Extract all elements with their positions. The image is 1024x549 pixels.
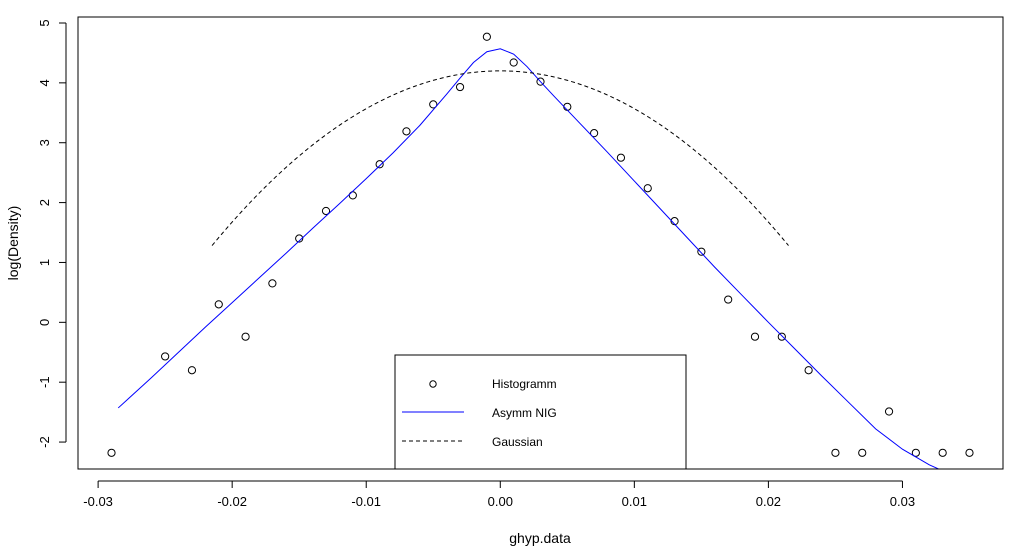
x-tick-label: 0.00 (488, 494, 513, 509)
y-axis-label: log(Density) (5, 206, 21, 281)
data-point (268, 279, 277, 288)
data-point (187, 366, 197, 375)
data-point (536, 77, 545, 86)
data-point (831, 448, 840, 457)
data-point (965, 448, 974, 457)
data-point (884, 407, 894, 416)
data-point (938, 448, 947, 457)
data-point (295, 234, 304, 243)
legend: Histogramm Asymm NIG Gaussian (394, 354, 687, 470)
data-point (590, 129, 599, 138)
data-point (161, 352, 170, 361)
data-point (321, 206, 331, 216)
y-axis: -2 -1 0 1 2 3 4 5 (37, 19, 67, 448)
data-point (643, 184, 652, 193)
data-point (858, 448, 867, 457)
x-tick-label: -0.03 (83, 494, 113, 509)
x-tick-label: -0.02 (217, 494, 247, 509)
y-tick-label: 0 (37, 319, 52, 326)
data-point (911, 448, 920, 457)
data-point (482, 32, 491, 41)
plot-marks (107, 32, 974, 469)
data-point (107, 448, 116, 457)
x-axis: -0.03 -0.02 -0.01 0.00 0.01 0.02 0.03 (83, 480, 915, 509)
data-point (241, 332, 250, 341)
data-point (455, 82, 465, 92)
data-point (429, 100, 438, 109)
data-point (214, 300, 223, 309)
data-point (375, 160, 384, 169)
x-tick-label: 0.01 (622, 494, 647, 509)
plot-area (107, 32, 974, 469)
data-point (777, 332, 786, 341)
data-point (402, 127, 411, 136)
y-tick-label: 2 (37, 199, 52, 206)
data-point (697, 247, 706, 256)
data-point (348, 191, 357, 200)
y-tick-label: -2 (37, 436, 52, 448)
x-axis-label: ghyp.data (509, 530, 571, 546)
data-point (804, 366, 813, 375)
legend-point-marker (429, 380, 437, 388)
data-point (724, 295, 733, 304)
y-tick-label: 4 (37, 79, 52, 86)
y-tick-label: 3 (37, 139, 52, 146)
legend-label-asymm-nig: Asymm NIG (492, 406, 557, 420)
legend-label-histogramm: Histogramm (492, 377, 557, 391)
y-tick-label: -1 (37, 376, 52, 388)
data-point (616, 153, 626, 162)
y-tick-label: 1 (37, 259, 52, 266)
y-tick-label: 5 (37, 19, 52, 26)
x-tick-label: -0.01 (351, 494, 381, 509)
x-tick-label: 0.03 (890, 494, 915, 509)
data-point (509, 58, 518, 67)
series-line-asymm-nig (117, 48, 940, 469)
x-tick-label: 0.02 (756, 494, 781, 509)
series-line-gaussian (211, 70, 789, 246)
legend-label-gaussian: Gaussian (492, 435, 543, 449)
data-point (750, 332, 760, 341)
